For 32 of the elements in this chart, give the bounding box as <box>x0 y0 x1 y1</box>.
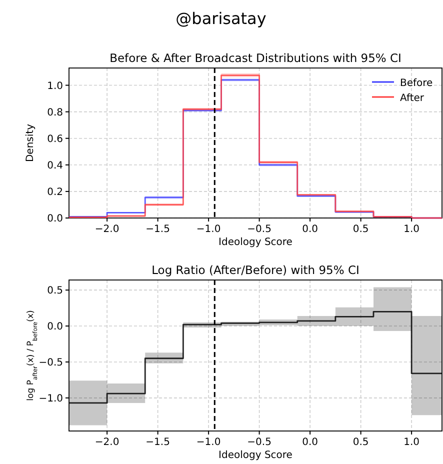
x-tick-label: −1.0 <box>196 437 221 448</box>
y-tick-label: 0.0 <box>47 214 63 224</box>
legend-label: Before <box>400 78 433 89</box>
x-tick-label: −1.5 <box>146 224 170 235</box>
chart-title: Log Ratio (After/Before) with 95% CI <box>152 263 360 277</box>
x-tick-label: −1.0 <box>196 224 221 235</box>
y-tick-label: −0.5 <box>38 357 63 368</box>
legend-label: After <box>400 93 425 104</box>
x-tick-label: 1.0 <box>404 224 420 235</box>
x-tick-label: −1.5 <box>146 437 170 448</box>
y-tick-label: −1.0 <box>38 393 63 404</box>
chart-title: Before & After Broadcast Distributions with 95% CI <box>110 51 402 65</box>
x-tick-label: 1.0 <box>404 437 420 448</box>
y-tick-label: 0.8 <box>47 107 63 118</box>
x-axis-title: Ideology Score <box>218 450 292 461</box>
x-tick-label: −0.5 <box>247 224 272 235</box>
y-axis-title: Density <box>25 124 36 162</box>
x-tick-label: −2.0 <box>94 224 120 235</box>
y-tick-label: 1.0 <box>47 80 63 92</box>
x-tick-label: 0.0 <box>302 224 318 235</box>
y-tick-label: 0.6 <box>47 134 63 145</box>
x-tick-label: 0.5 <box>352 224 369 235</box>
y-tick-label: 0.0 <box>47 322 63 333</box>
x-tick-label: 0.5 <box>352 437 369 448</box>
y-tick-label: 0.2 <box>47 186 63 198</box>
text: @barisatay <box>176 9 266 28</box>
x-tick-label: −2.0 <box>94 437 120 448</box>
x-axis-title: Ideology Score <box>218 237 292 248</box>
x-tick-label: 0.0 <box>302 437 318 448</box>
y-tick-label: 0.5 <box>47 286 63 297</box>
y-tick-label: 0.4 <box>47 160 63 172</box>
x-tick-label: −0.5 <box>247 437 272 448</box>
